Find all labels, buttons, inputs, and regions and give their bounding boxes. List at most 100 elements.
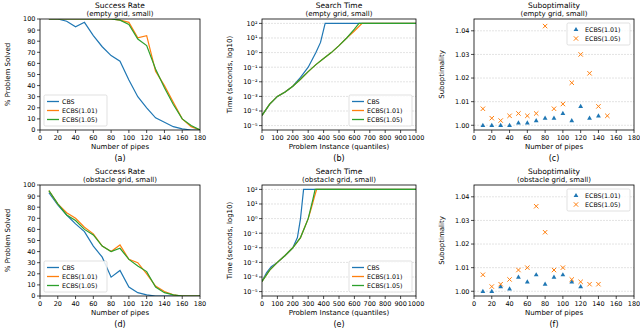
x-tick bbox=[128, 130, 129, 133]
x-tick bbox=[369, 296, 370, 299]
subplot: Success Rate(empty grid, small)010203040… bbox=[4, 1, 206, 163]
y-tick bbox=[37, 52, 40, 53]
grid-line bbox=[262, 67, 416, 68]
legend-box bbox=[44, 261, 107, 292]
x-tick-label: 400 bbox=[317, 300, 329, 308]
legend-box bbox=[567, 23, 630, 45]
x-tick bbox=[111, 296, 112, 299]
x-tick-label: 0 bbox=[38, 134, 42, 142]
scatter-point bbox=[525, 265, 529, 269]
x-tick-label: 300 bbox=[302, 300, 314, 308]
x-tick bbox=[369, 130, 370, 133]
legend: CBSECBS(1.01)ECBS(1.05) bbox=[349, 261, 412, 292]
scatter-point bbox=[578, 284, 583, 288]
grid-line bbox=[262, 218, 416, 219]
y-tick-label: 1.02 bbox=[455, 240, 469, 248]
y-tick bbox=[37, 118, 40, 119]
x-tick-label: 180 bbox=[628, 300, 640, 308]
legend: CBSECBS(1.01)ECBS(1.05) bbox=[44, 261, 107, 292]
x-tick bbox=[164, 296, 165, 299]
x-tick bbox=[400, 296, 401, 299]
x-tick bbox=[491, 296, 492, 299]
x-tick-label: 500 bbox=[333, 300, 345, 308]
x-tick bbox=[527, 130, 528, 133]
y-tick-label: 10⁻⁴ bbox=[243, 107, 258, 115]
y-tick-label: 90 bbox=[27, 27, 35, 35]
y-tick-label: 10⁰ bbox=[247, 49, 258, 57]
x-tick bbox=[562, 296, 563, 299]
y-tick-label: 1.01 bbox=[455, 98, 469, 106]
y-tick-label: 60 bbox=[27, 60, 35, 68]
subtitle: (empty grid, small) bbox=[87, 10, 154, 18]
scatter-point bbox=[489, 289, 494, 293]
y-tick bbox=[471, 267, 474, 268]
x-tick-label: 40 bbox=[71, 134, 79, 142]
y-tick bbox=[471, 291, 474, 292]
y-tick-label: 1.02 bbox=[455, 74, 469, 82]
legend: ECBS(1.01)ECBS(1.05) bbox=[567, 23, 630, 45]
x-axis-label: Number of pipes bbox=[525, 143, 583, 151]
x-tick-label: 900 bbox=[394, 134, 406, 142]
y-tick-label: 80 bbox=[27, 38, 35, 46]
x-tick-label: 140 bbox=[592, 300, 604, 308]
x-tick-label: 100 bbox=[123, 300, 135, 308]
y-tick-label: 70 bbox=[27, 49, 35, 57]
legend-label: CBS bbox=[367, 98, 380, 105]
caption: (a) bbox=[114, 154, 125, 163]
y-tick bbox=[259, 96, 262, 97]
y-tick bbox=[37, 240, 40, 241]
x-tick-label: 0 bbox=[260, 134, 264, 142]
legend-line bbox=[352, 119, 364, 120]
legend-line bbox=[47, 285, 59, 286]
scatter-point bbox=[552, 107, 556, 111]
legend: ECBS(1.01)ECBS(1.05) bbox=[567, 189, 630, 211]
y-tick-label: 20 bbox=[27, 104, 35, 112]
y-tick bbox=[37, 284, 40, 285]
x-tick-label: 200 bbox=[287, 134, 299, 142]
legend: CBSECBS(1.01)ECBS(1.05) bbox=[44, 95, 107, 126]
y-tick-label: 10⁻³ bbox=[243, 93, 258, 101]
x-tick bbox=[200, 296, 201, 299]
scatter-point bbox=[578, 280, 582, 284]
x-tick bbox=[509, 130, 510, 133]
caption: (b) bbox=[333, 154, 344, 163]
legend-label: ECBS(1.01) bbox=[367, 273, 403, 280]
grid-line bbox=[262, 52, 416, 53]
grid-line bbox=[262, 247, 416, 248]
scatter-point bbox=[498, 123, 503, 127]
caption: (d) bbox=[114, 320, 125, 329]
x-axis-label: Problem Instance (quantiles) bbox=[289, 309, 390, 317]
y-tick bbox=[37, 262, 40, 263]
series-line bbox=[49, 19, 200, 130]
y-tick-label: 10 bbox=[27, 115, 35, 123]
x-tick-label: 40 bbox=[71, 300, 79, 308]
y-tick-label: 1.01 bbox=[455, 264, 469, 272]
y-tick bbox=[37, 30, 40, 31]
y-axis-label: Time (seconds, log10) bbox=[226, 36, 234, 115]
legend-box bbox=[349, 261, 412, 292]
y-tick-label: 90 bbox=[27, 193, 35, 201]
legend-line bbox=[47, 119, 59, 120]
y-tick bbox=[37, 207, 40, 208]
scatter-point bbox=[534, 204, 538, 208]
legend-line bbox=[47, 101, 59, 102]
scatter-point bbox=[534, 118, 539, 122]
legend-label: ECBS(1.05) bbox=[585, 35, 621, 42]
scatter-point bbox=[481, 273, 485, 277]
scatter-point bbox=[587, 71, 591, 75]
caption: (c) bbox=[549, 154, 560, 163]
x-tick-label: 0 bbox=[472, 300, 476, 308]
data-area bbox=[480, 204, 600, 293]
grid-line bbox=[262, 233, 416, 234]
x-tick bbox=[580, 296, 581, 299]
scatter-point bbox=[543, 116, 548, 120]
x-tick-label: 900 bbox=[394, 300, 406, 308]
y-tick-label: 40 bbox=[27, 248, 35, 256]
y-tick bbox=[37, 19, 40, 20]
y-tick bbox=[471, 196, 474, 197]
legend-line bbox=[47, 110, 59, 111]
subtitle: (obstacle grid, small) bbox=[83, 176, 157, 184]
y-tick-label: 20 bbox=[27, 270, 35, 278]
scatter-point bbox=[587, 116, 592, 120]
legend-label: ECBS(1.05) bbox=[62, 282, 98, 289]
